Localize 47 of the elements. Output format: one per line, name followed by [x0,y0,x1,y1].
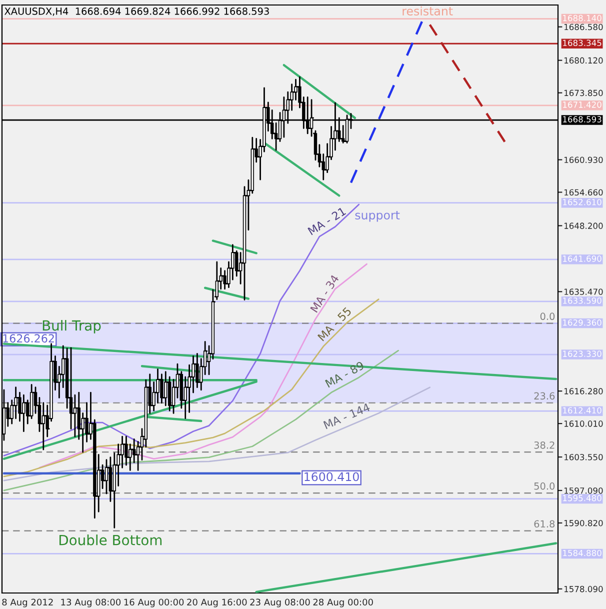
annotation: Bull Trap [42,320,101,334]
ref-line-label: 1612.410 [563,407,602,414]
ref-line-label: 1683.345 [563,40,602,46]
annotation: 61.8 [534,520,555,528]
y-tick-label: 1603.550 [564,454,603,460]
ref-line-label: 1623.330 [563,350,602,357]
y-tick-label: 1654.660 [564,189,603,196]
text: MA - 144 [323,402,370,430]
y-tick-label: 1590.820 [564,520,603,526]
annotation: 23.6 [534,392,555,400]
annotation: 0.0 [540,312,555,320]
y-tick-label: 1686.580 [564,24,603,30]
annotation: resistant [402,6,453,16]
ref-line-label: 1688.140 [563,14,602,22]
ref-line-label: 1652.610 [563,198,602,206]
y-tick-label: 1616.280 [564,388,603,394]
annotation: 1600.410 [304,472,359,482]
y-tick-label: 1597.090 [564,487,603,494]
y-tick-label: 1680.120 [564,57,603,64]
ref-line-label: 1668.593 [563,116,602,122]
x-tick-label: 20 Aug 16:00 [187,598,247,608]
ref-line-label: 1584.880 [563,550,602,556]
text: MA - 21 [308,206,346,236]
annotation: Double Bottom [59,534,162,546]
ref-line-label: 1633.590 [563,298,602,304]
y-tick-label: 1648.200 [564,222,603,229]
text: MA - 34 [310,274,340,313]
y-tick-label: 1578.090 [564,586,603,592]
ref-line-label: 1641.690 [563,256,602,262]
y-tick-label: 1635.470 [564,288,603,295]
ref-line-label: 1595.480 [563,494,602,502]
x-tick-label: 28 Aug 00:00 [313,598,373,608]
y-tick-label: 1673.850 [564,90,603,96]
annotation: 38.2 [534,441,554,449]
annotation: 50.0 [534,482,555,490]
x-tick-label: 23 Aug 08:00 [250,598,310,608]
ref-line-label: 1629.360 [563,319,602,326]
x-tick-label: 13 Aug 08:00 [61,598,121,608]
x-tick-label: 8 Aug 2012 [2,598,53,608]
annotation: 1626.262 [3,334,54,343]
y-tick-label: 1660.930 [564,156,603,164]
annotation: support [355,211,400,222]
x-tick-label: 16 Aug 00:00 [124,598,184,608]
text: MA - 89 [324,360,365,388]
ref-line-label: 1671.420 [563,102,602,108]
y-tick-label: 1610.010 [564,420,603,427]
chart-title: XAUUSDX,H4 1668.694 1669.824 1666.992 1668.593 [4,8,269,16]
